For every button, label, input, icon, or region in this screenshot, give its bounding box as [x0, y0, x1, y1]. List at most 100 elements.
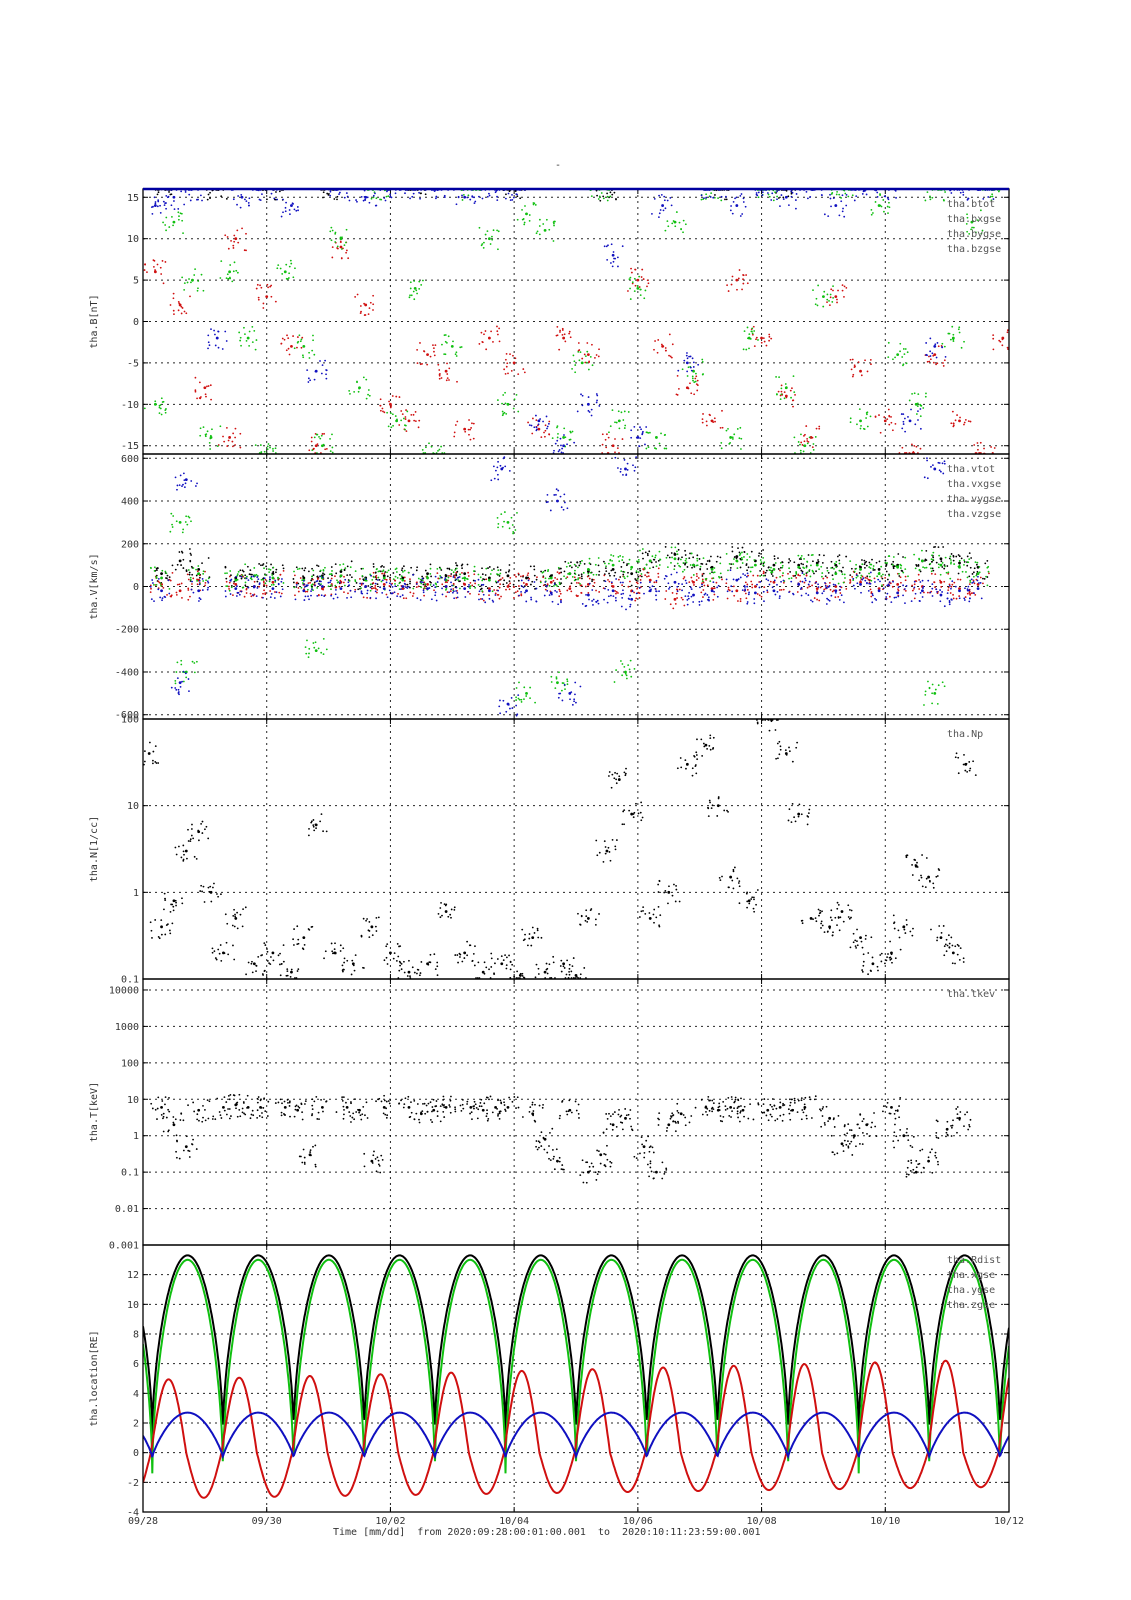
- data-point: [732, 563, 735, 565]
- data-point: [573, 700, 575, 703]
- data-point: [463, 576, 467, 580]
- data-point: [404, 586, 407, 588]
- data-point: [963, 563, 965, 566]
- data-point: [412, 290, 415, 293]
- data-point: [359, 582, 362, 585]
- data-point: [501, 577, 504, 579]
- data-point: [161, 260, 164, 262]
- data-point: [751, 330, 753, 333]
- data-point: [604, 438, 607, 441]
- data-point: [697, 577, 700, 579]
- data-point: [520, 575, 522, 578]
- data-point: [255, 339, 258, 341]
- data-point: [772, 568, 776, 571]
- data-point: [339, 563, 341, 566]
- data-point: [535, 578, 538, 581]
- data-point: [280, 215, 283, 218]
- data-point: [763, 340, 766, 343]
- data-point: [625, 473, 628, 476]
- data-point: [191, 580, 193, 583]
- data-point: [245, 592, 248, 594]
- data-point: [184, 672, 187, 675]
- data-point: [710, 419, 713, 422]
- data-point: [546, 427, 548, 430]
- data-point: [645, 447, 648, 450]
- data-point: [420, 581, 423, 583]
- data-point: [664, 349, 667, 352]
- data-point: [266, 948, 268, 950]
- data-point: [434, 591, 437, 594]
- data-point: [987, 570, 990, 573]
- data-point: [540, 436, 543, 439]
- data-point: [946, 565, 949, 567]
- data-point: [186, 573, 189, 576]
- data-point: [827, 598, 830, 601]
- data-point: [560, 451, 563, 454]
- data-point: [620, 570, 623, 573]
- data-point: [668, 333, 671, 336]
- data-point: [236, 574, 239, 577]
- data-point: [271, 951, 275, 955]
- data-point: [845, 204, 848, 207]
- data-point: [293, 570, 295, 573]
- data-point: [579, 577, 581, 579]
- data-point: [869, 571, 872, 574]
- data-point: [681, 556, 683, 559]
- data-point: [698, 604, 701, 606]
- data-point: [233, 580, 236, 583]
- data-point: [494, 594, 497, 596]
- data-point: [970, 228, 973, 231]
- data-point: [372, 563, 375, 565]
- data-point: [630, 429, 633, 432]
- data-point: [309, 379, 312, 382]
- data-point: [332, 952, 334, 955]
- data-point: [163, 908, 165, 911]
- data-point: [860, 424, 862, 427]
- data-point: [394, 575, 397, 578]
- data-point: [778, 589, 781, 591]
- data-point: [681, 598, 684, 601]
- data-point: [502, 699, 505, 702]
- data-point: [277, 264, 280, 266]
- data-point: [488, 192, 490, 195]
- data-point: [496, 229, 499, 232]
- data-point: [165, 195, 168, 197]
- data-point: [422, 581, 424, 584]
- data-point: [187, 840, 190, 842]
- data-point: [171, 215, 173, 218]
- data-point: [260, 286, 263, 289]
- data-point: [829, 197, 832, 200]
- data-point: [919, 415, 922, 418]
- y-tick-label: 0: [133, 317, 139, 328]
- data-point: [539, 418, 542, 420]
- data-point: [630, 568, 632, 571]
- data-point: [336, 195, 339, 198]
- data-point: [453, 431, 456, 434]
- data-point: [401, 576, 405, 580]
- data-point: [590, 414, 593, 417]
- data-point: [168, 576, 171, 579]
- data-point: [347, 257, 350, 260]
- data-point: [236, 578, 239, 581]
- data-point: [452, 576, 455, 578]
- data-point: [184, 482, 187, 485]
- data-point: [855, 574, 858, 577]
- data-point: [365, 579, 368, 582]
- data-point: [964, 596, 967, 598]
- data-point: [544, 569, 547, 572]
- data-point: [512, 583, 515, 586]
- data-point: [411, 195, 414, 198]
- data-point: [474, 586, 477, 589]
- data-point: [826, 569, 829, 572]
- data-point: [415, 569, 418, 572]
- data-point: [263, 583, 265, 586]
- data-point: [931, 554, 933, 557]
- data-point: [538, 225, 541, 227]
- data-point: [312, 334, 314, 337]
- data-point: [281, 564, 284, 567]
- data-point: [276, 267, 279, 270]
- data-point: [604, 567, 607, 570]
- data-point: [497, 526, 499, 529]
- data-point: [621, 674, 624, 677]
- data-point: [162, 221, 164, 224]
